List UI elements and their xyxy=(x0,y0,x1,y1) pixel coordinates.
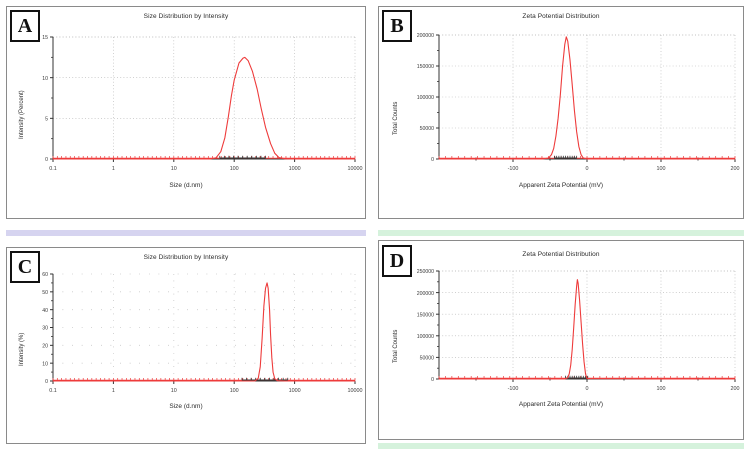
svg-text:0: 0 xyxy=(45,379,48,385)
panel-label-d: D xyxy=(382,245,412,277)
y-axis-label-a: Intensity (Percent) xyxy=(19,90,25,139)
panel-label-a: A xyxy=(10,10,40,42)
svg-text:250000: 250000 xyxy=(417,269,434,275)
svg-text:100: 100 xyxy=(657,166,666,172)
panel-a: Size Distribution by Intensity 0 5 10 15 0.1… xyxy=(6,6,366,219)
panel-label-b: B xyxy=(382,10,412,42)
svg-text:100: 100 xyxy=(657,386,666,392)
panel-label-c: C xyxy=(10,251,40,283)
chart-title-c: Size Distribution by Intensity xyxy=(143,254,229,261)
x-axis-label-a: Size (d.nm) xyxy=(169,182,203,189)
svg-text:200000: 200000 xyxy=(417,291,434,297)
chart-title-d: Zeta Potential Distribution xyxy=(522,251,600,258)
chart-svg-a: 0 5 10 15 0.1 1 10 100 1000 10000 xyxy=(42,35,363,172)
svg-text:10000: 10000 xyxy=(348,166,363,172)
x-axis-label-d: Apparent Zeta Potential (mV) xyxy=(518,401,604,408)
svg-text:-100: -100 xyxy=(508,166,519,172)
panel-b: Zeta Potential Distribution 0 50000 100000… xyxy=(378,6,744,219)
panel-d: Zeta Potential Distribution 0 50000 100000… xyxy=(378,240,744,440)
plot-area-b: 0 50000 100000 150000 200000 -100 0 100 200 xyxy=(379,7,743,217)
svg-text:100000: 100000 xyxy=(417,334,434,340)
svg-text:0: 0 xyxy=(586,386,589,392)
svg-text:200: 200 xyxy=(731,386,740,392)
svg-text:100: 100 xyxy=(230,388,239,394)
svg-text:50000: 50000 xyxy=(420,356,435,362)
svg-text:1000: 1000 xyxy=(289,166,301,172)
svg-text:0: 0 xyxy=(586,166,589,172)
svg-text:40: 40 xyxy=(42,308,48,314)
svg-text:10000: 10000 xyxy=(348,388,363,394)
svg-text:100000: 100000 xyxy=(417,95,434,101)
divider-green-row1 xyxy=(378,230,744,236)
divider-green-row2 xyxy=(378,443,744,449)
svg-text:10: 10 xyxy=(42,76,48,82)
x-axis-label-c: Size (d.nm) xyxy=(169,403,203,410)
svg-text:30: 30 xyxy=(42,326,48,332)
chart-svg-c: 0 10 20 30 40 50 60 0.1 1 10 100 1000 10000 xyxy=(42,272,363,394)
chart-svg-d: 0 50000 100000 150000 200000 250000 -100 0 100 20… xyxy=(417,269,740,392)
x-axis-label-b: Apparent Zeta Potential (mV) xyxy=(518,182,604,189)
y-axis-label-d: Total Counts xyxy=(393,329,399,363)
svg-text:50: 50 xyxy=(42,290,48,296)
plot-area-a: 0 5 10 15 0.1 1 10 100 1000 10000 xyxy=(7,7,365,217)
svg-text:100: 100 xyxy=(230,166,239,172)
svg-text:10: 10 xyxy=(171,388,177,394)
svg-text:0: 0 xyxy=(431,157,434,163)
chart-title-b: Zeta Potential Distribution xyxy=(522,13,600,20)
y-axis-label-b: Total Counts xyxy=(393,101,399,135)
plot-area-c: 0 10 20 30 40 50 60 0.1 1 10 100 1000 10000 xyxy=(7,248,365,443)
svg-text:50000: 50000 xyxy=(420,126,435,132)
svg-text:60: 60 xyxy=(42,272,48,278)
panel-c: Size Distribution by Intensity 0 10 20 30 40… xyxy=(6,247,366,444)
svg-text:10: 10 xyxy=(171,166,177,172)
svg-text:0: 0 xyxy=(45,157,48,163)
svg-text:-100: -100 xyxy=(508,386,519,392)
chart-svg-b: 0 50000 100000 150000 200000 -100 0 100 200 xyxy=(417,33,740,172)
y-axis-label-c: Intensity (%) xyxy=(19,332,25,366)
svg-text:200: 200 xyxy=(731,166,740,172)
svg-text:1: 1 xyxy=(112,388,115,394)
chart-title-a: Size Distribution by Intensity xyxy=(143,13,229,20)
svg-text:15: 15 xyxy=(42,35,48,41)
svg-text:1000: 1000 xyxy=(289,388,301,394)
svg-text:150000: 150000 xyxy=(417,312,434,318)
svg-text:5: 5 xyxy=(45,117,48,123)
svg-text:1: 1 xyxy=(112,166,115,172)
svg-text:0: 0 xyxy=(431,377,434,383)
svg-text:10: 10 xyxy=(42,361,48,367)
svg-text:0.1: 0.1 xyxy=(49,166,57,172)
plot-area-d: 0 50000 100000 150000 200000 250000 -100 0 100 20… xyxy=(379,241,743,439)
svg-text:150000: 150000 xyxy=(417,64,434,70)
svg-text:200000: 200000 xyxy=(417,33,434,39)
svg-text:20: 20 xyxy=(42,344,48,350)
divider-purple-row1 xyxy=(6,230,366,236)
svg-text:0.1: 0.1 xyxy=(49,388,57,394)
